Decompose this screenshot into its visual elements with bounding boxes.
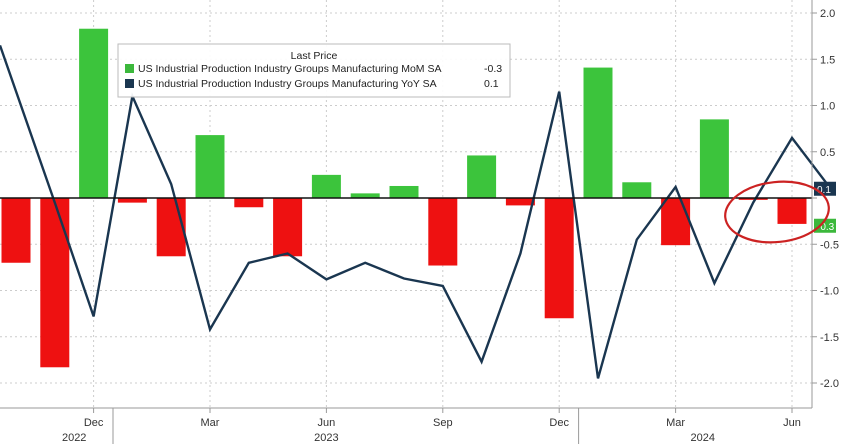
highlight-ellipse — [724, 180, 830, 244]
y-tick-label: 1.5 — [820, 54, 835, 66]
mom-bar — [505, 198, 535, 206]
y-tick-label: -1.5 — [820, 332, 839, 344]
legend-box — [117, 43, 511, 98]
x-year-label: 2022 — [62, 432, 86, 444]
mom-bar — [777, 198, 807, 224]
mom-bars — [1, 28, 807, 368]
mom-bar — [350, 193, 380, 198]
mom-bar — [583, 67, 613, 198]
y-tick-label: 1.0 — [820, 101, 835, 113]
y-tick-label: 2.0 — [820, 8, 835, 20]
mom-bar — [234, 198, 264, 208]
mom-bar — [661, 198, 691, 246]
y-tick-label: -0.5 — [820, 239, 839, 251]
legend-entry-label: US Industrial Production Industry Groups… — [138, 78, 437, 90]
legend-entry-value: -0.3 — [484, 63, 502, 75]
legend-entry-label: US Industrial Production Industry Groups… — [138, 63, 441, 75]
last-value-tag-label: 0.1 — [817, 185, 831, 196]
mom-bar — [1, 198, 31, 263]
mom-bar — [428, 198, 458, 266]
mom-bar — [622, 182, 652, 198]
last-value-tag-label: -0.3 — [817, 222, 835, 233]
mom-bar — [544, 198, 574, 319]
x-year-label: 2023 — [314, 432, 338, 444]
legend-swatch — [125, 79, 134, 88]
mom-bar — [699, 119, 729, 198]
mom-bar — [273, 198, 303, 257]
mom-bar — [79, 28, 109, 198]
yoy-line-layer — [0, 45, 832, 379]
x-tick-label: Mar — [666, 417, 685, 429]
y-tick-label: -2.0 — [820, 378, 839, 390]
x-year-label: 2024 — [691, 432, 715, 444]
x-tick-label: Dec — [84, 417, 104, 429]
x-tick-label: Jun — [318, 417, 336, 429]
last-value-tag — [814, 218, 836, 233]
mom-bar — [195, 135, 225, 198]
x-tick-label: Mar — [201, 417, 220, 429]
x-tick-label: Jun — [783, 417, 801, 429]
mom-bar — [738, 198, 768, 200]
yoy-line — [0, 45, 832, 379]
x-tick-label: Dec — [549, 417, 569, 429]
x-tick-label: Sep — [433, 417, 453, 429]
legend-swatch — [125, 64, 134, 73]
mom-bar — [467, 155, 497, 198]
y-tick-label: -1.0 — [820, 286, 839, 298]
annotations — [724, 180, 830, 244]
mom-bar — [156, 198, 186, 257]
mom-bar — [40, 198, 70, 368]
mom-bar — [389, 185, 419, 198]
mom-bar — [311, 174, 341, 198]
y-tick-label: 0.5 — [820, 147, 835, 159]
legend-entry-value: 0.1 — [484, 78, 499, 90]
legend-title: Last Price — [291, 50, 338, 62]
mom-bar — [117, 198, 147, 203]
